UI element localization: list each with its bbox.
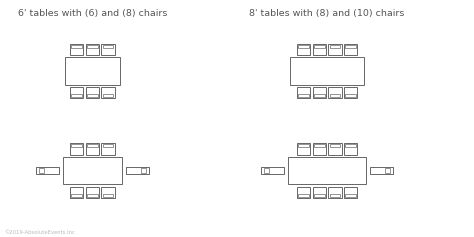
Bar (103, 194, 113, 197)
Bar (101, 44, 115, 55)
Bar (72, 95, 82, 97)
Bar (345, 144, 356, 147)
Bar (298, 194, 309, 197)
Bar (126, 167, 148, 174)
Bar (70, 87, 83, 99)
Bar (329, 194, 340, 197)
Bar (328, 143, 341, 155)
Bar (314, 45, 325, 48)
Bar (328, 187, 341, 198)
Bar (298, 95, 309, 97)
Bar (101, 143, 115, 155)
Bar (329, 144, 340, 147)
Bar (70, 44, 83, 55)
Bar (264, 168, 269, 173)
Bar (290, 58, 364, 85)
Bar (86, 87, 99, 99)
Bar (344, 187, 357, 198)
Bar (313, 87, 326, 99)
Bar (70, 143, 83, 155)
Bar (36, 167, 59, 174)
Bar (72, 45, 82, 48)
Bar (345, 95, 356, 97)
Bar (313, 143, 326, 155)
Bar (103, 45, 113, 48)
Bar (328, 87, 341, 99)
Bar (345, 194, 356, 197)
Bar (38, 168, 44, 173)
Bar (314, 194, 325, 197)
Bar (345, 45, 356, 48)
Bar (87, 144, 98, 147)
Bar (65, 58, 119, 85)
Bar (370, 167, 392, 174)
Bar (86, 187, 99, 198)
Text: 6' tables with (6) and (8) chairs: 6' tables with (6) and (8) chairs (18, 9, 167, 18)
Bar (385, 168, 391, 173)
Bar (87, 95, 98, 97)
Bar (288, 157, 366, 184)
Text: ©2019-AbsoluteEvents.Inc: ©2019-AbsoluteEvents.Inc (5, 230, 76, 235)
Bar (101, 187, 115, 198)
Bar (328, 44, 341, 55)
Bar (344, 143, 357, 155)
Bar (87, 45, 98, 48)
Bar (313, 44, 326, 55)
Bar (298, 144, 309, 147)
Bar (87, 194, 98, 197)
Bar (103, 144, 113, 147)
Bar (86, 44, 99, 55)
Bar (297, 143, 310, 155)
Bar (103, 95, 113, 97)
Bar (70, 187, 83, 198)
Bar (101, 87, 115, 99)
Bar (297, 44, 310, 55)
Bar (297, 87, 310, 99)
Bar (86, 143, 99, 155)
Bar (261, 167, 284, 174)
Bar (297, 187, 310, 198)
Bar (314, 95, 325, 97)
Bar (72, 144, 82, 147)
Bar (141, 168, 146, 173)
Bar (344, 44, 357, 55)
Bar (344, 87, 357, 99)
Bar (314, 144, 325, 147)
Text: 8' tables with (8) and (10) chairs: 8' tables with (8) and (10) chairs (249, 9, 405, 18)
Bar (329, 45, 340, 48)
Bar (72, 194, 82, 197)
Bar (298, 45, 309, 48)
Bar (329, 95, 340, 97)
Bar (313, 187, 326, 198)
Bar (63, 157, 122, 184)
